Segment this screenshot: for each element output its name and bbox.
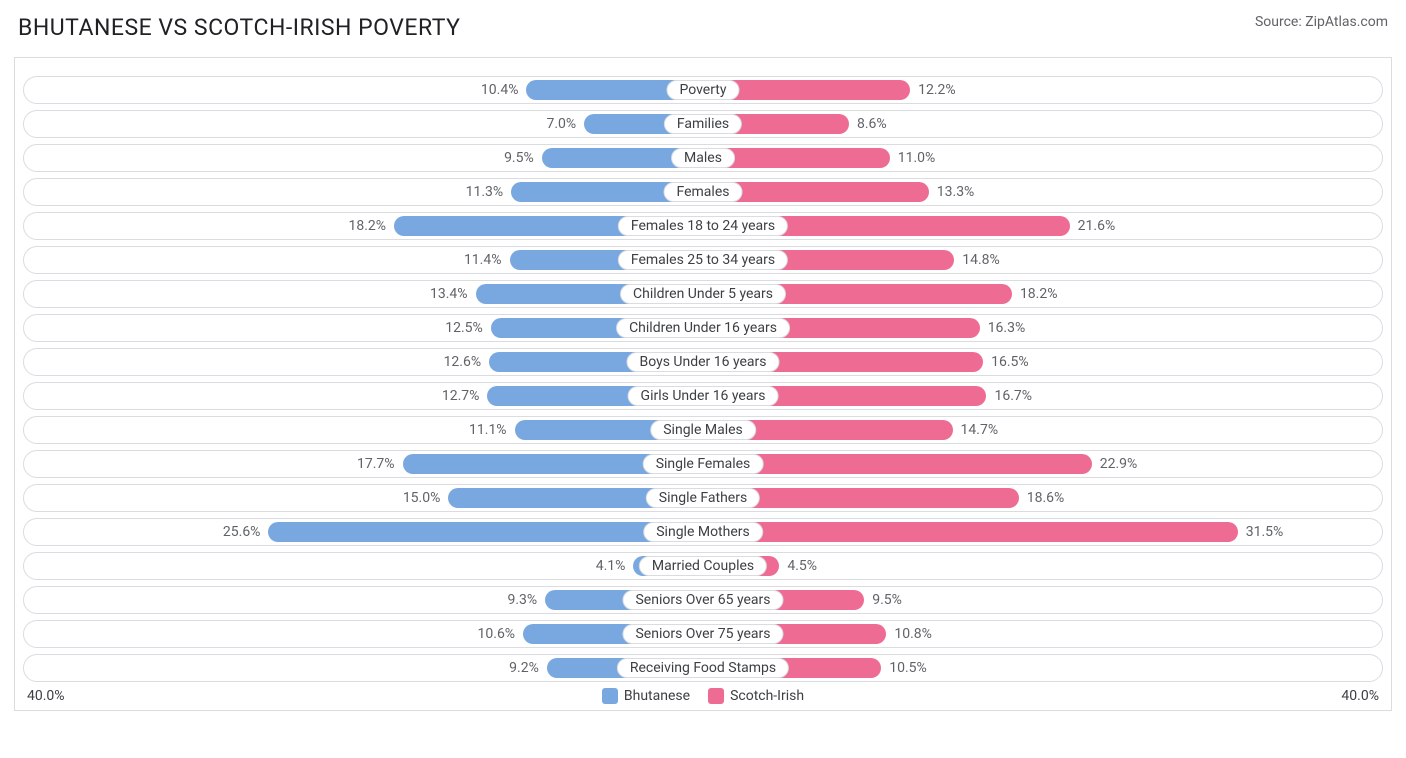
category-label: Single Females <box>643 454 764 474</box>
bar-value-right: 21.6% <box>1070 218 1124 234</box>
chart-header: BHUTANESE VS SCOTCH-IRISH POVERTY Source… <box>0 0 1406 49</box>
chart-row: 12.5% 16.3% Children Under 16 years <box>23 314 1383 342</box>
chart-row: 11.3% 13.3% Females <box>23 178 1383 206</box>
chart-row: 9.2% 10.5% Receiving Food Stamps <box>23 654 1383 682</box>
category-label: Poverty <box>666 80 739 100</box>
chart-row: 17.7% 22.9% Single Females <box>23 450 1383 478</box>
bar-value-left: 10.6% <box>470 626 524 642</box>
bar-value-left: 7.0% <box>539 116 585 132</box>
chart-row: 15.0% 18.6% Single Fathers <box>23 484 1383 512</box>
bar-value-left: 12.6% <box>436 354 490 370</box>
category-label: Seniors Over 75 years <box>622 624 783 644</box>
bar-value-right: 18.2% <box>1012 286 1066 302</box>
bar-value-left: 11.1% <box>461 422 515 438</box>
chart-source: Source: ZipAtlas.com <box>1255 14 1388 30</box>
legend-item-bhutanese: Bhutanese <box>602 688 690 704</box>
chart-row: 11.1% 14.7% Single Males <box>23 416 1383 444</box>
chart-rows: 10.4% 12.2% Poverty 7.0% 8.6% Families 9.5% 11.… <box>19 76 1387 682</box>
chart-row: 18.2% 21.6% Females 18 to 24 years <box>23 212 1383 240</box>
category-label: Single Fathers <box>646 488 760 508</box>
bar-value-left: 13.4% <box>422 286 476 302</box>
chart-row: 10.6% 10.8% Seniors Over 75 years <box>23 620 1383 648</box>
bar-value-right: 10.8% <box>886 626 940 642</box>
legend: Bhutanese Scotch-Irish <box>602 688 804 704</box>
category-label: Families <box>664 114 742 134</box>
axis-left-label: 40.0% <box>27 688 65 704</box>
category-label: Boys Under 16 years <box>626 352 779 372</box>
legend-swatch-bhutanese <box>602 688 618 704</box>
category-label: Children Under 5 years <box>620 284 786 304</box>
legend-label-scotch-irish: Scotch-Irish <box>730 688 804 704</box>
bar-value-right: 9.5% <box>864 592 910 608</box>
bar-value-left: 10.4% <box>473 82 527 98</box>
bar-value-right: 16.5% <box>983 354 1037 370</box>
chart-row: 7.0% 8.6% Families <box>23 110 1383 138</box>
chart-row: 9.3% 9.5% Seniors Over 65 years <box>23 586 1383 614</box>
bar-value-right: 4.5% <box>779 558 825 574</box>
bar-value-left: 18.2% <box>341 218 395 234</box>
bar-value-right: 11.0% <box>890 150 944 166</box>
bar-value-left: 25.6% <box>215 524 269 540</box>
category-label: Single Mothers <box>643 522 763 542</box>
axis-right-label: 40.0% <box>1341 688 1379 704</box>
category-label: Married Couples <box>639 556 767 576</box>
legend-swatch-scotch-irish <box>708 688 724 704</box>
chart-row: 13.4% 18.2% Children Under 5 years <box>23 280 1383 308</box>
legend-item-scotch-irish: Scotch-Irish <box>708 688 804 704</box>
category-label: Children Under 16 years <box>616 318 790 338</box>
chart-title: BHUTANESE VS SCOTCH-IRISH POVERTY <box>18 14 460 41</box>
bar-value-left: 12.7% <box>434 388 488 404</box>
bar-value-left: 17.7% <box>349 456 403 472</box>
bar-value-right: 10.5% <box>881 660 935 676</box>
bar-right <box>703 522 1238 542</box>
category-label: Girls Under 16 years <box>628 386 779 406</box>
bar-value-right: 14.7% <box>953 422 1007 438</box>
bar-value-right: 16.3% <box>980 320 1034 336</box>
bar-value-right: 14.8% <box>954 252 1008 268</box>
bar-value-left: 11.4% <box>456 252 510 268</box>
bar-value-right: 13.3% <box>929 184 983 200</box>
bar-value-left: 4.1% <box>588 558 634 574</box>
axis-row: 40.0% Bhutanese Scotch-Irish 40.0% <box>27 688 1379 704</box>
chart-row: 25.6% 31.5% Single Mothers <box>23 518 1383 546</box>
legend-label-bhutanese: Bhutanese <box>624 688 690 704</box>
bar-value-left: 9.3% <box>499 592 545 608</box>
chart-row: 11.4% 14.8% Females 25 to 34 years <box>23 246 1383 274</box>
bar-value-right: 31.5% <box>1238 524 1292 540</box>
bar-value-left: 9.2% <box>501 660 547 676</box>
bar-value-left: 15.0% <box>395 490 449 506</box>
chart-row: 12.6% 16.5% Boys Under 16 years <box>23 348 1383 376</box>
category-label: Females <box>664 182 743 202</box>
bar-left <box>268 522 703 542</box>
chart-row: 12.7% 16.7% Girls Under 16 years <box>23 382 1383 410</box>
chart-row: 10.4% 12.2% Poverty <box>23 76 1383 104</box>
bar-value-left: 12.5% <box>437 320 491 336</box>
bar-value-right: 22.9% <box>1092 456 1146 472</box>
chart-row: 4.1% 4.5% Married Couples <box>23 552 1383 580</box>
chart-row: 9.5% 11.0% Males <box>23 144 1383 172</box>
category-label: Receiving Food Stamps <box>617 658 789 678</box>
category-label: Females 18 to 24 years <box>618 216 788 236</box>
category-label: Females 25 to 34 years <box>618 250 788 270</box>
bar-value-left: 11.3% <box>458 184 512 200</box>
bar-value-right: 8.6% <box>849 116 895 132</box>
category-label: Single Males <box>650 420 756 440</box>
category-label: Seniors Over 65 years <box>622 590 783 610</box>
category-label: Males <box>671 148 735 168</box>
bar-value-right: 12.2% <box>910 82 964 98</box>
bar-value-left: 9.5% <box>496 150 542 166</box>
chart-container: 10.4% 12.2% Poverty 7.0% 8.6% Families 9.5% 11.… <box>14 57 1392 711</box>
bar-value-right: 18.6% <box>1019 490 1073 506</box>
bar-value-right: 16.7% <box>986 388 1040 404</box>
